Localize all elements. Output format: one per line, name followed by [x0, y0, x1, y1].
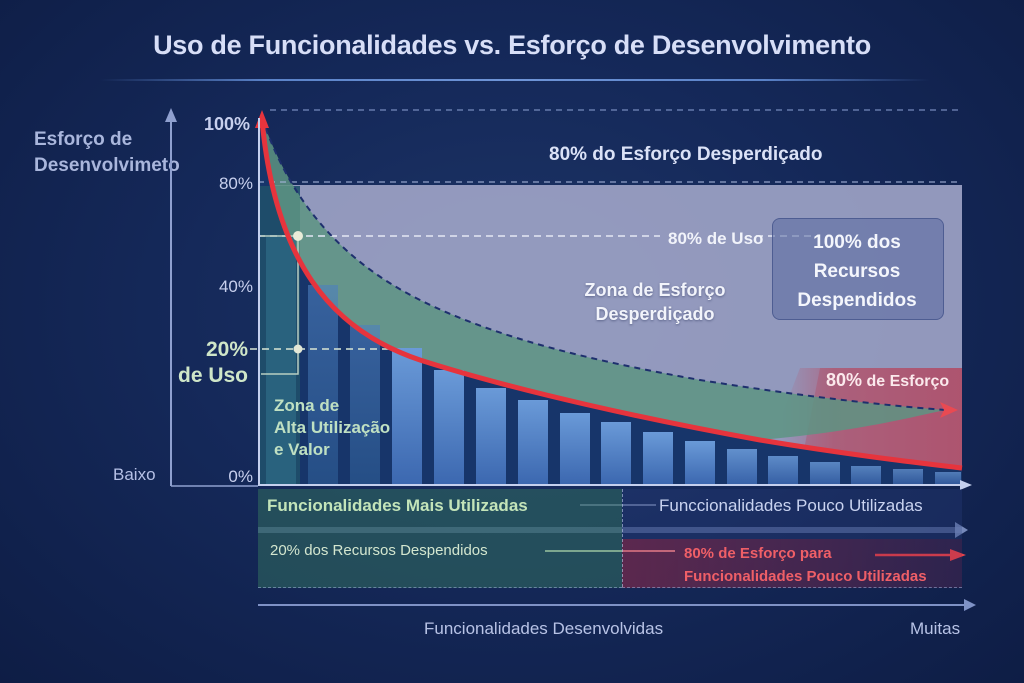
high-use-zone-label: Zona de Alta Utilização e Valor: [274, 395, 390, 461]
marker-20-uso: [293, 344, 303, 354]
resources-line1: 100% dos: [813, 232, 901, 253]
y-axis-label-line2: Desenvolvimeto: [34, 155, 180, 176]
wasted-effort-label: 80% do Esforço Desperdiçado: [549, 144, 823, 165]
tick-40: 40%: [218, 277, 253, 296]
tick-20: 20%: [205, 338, 248, 361]
tick-80: 80%: [218, 174, 253, 193]
x-axis-label: Funcionalidades Desenvolvidas: [424, 619, 664, 638]
effort-80-label: 80% de Esforço: [826, 370, 949, 391]
resources-box-text: 100% dos Recursos Despendidos: [772, 228, 942, 315]
wasted-zone-line1: Zona de Esforço: [584, 280, 726, 300]
high-use-line2: Alta Utilização: [274, 418, 391, 437]
green-zone-area: [262, 118, 945, 440]
effort-80-band-line2: Funcionalidades Pouco Utilizadas: [684, 568, 927, 585]
resources-line2: Recursos: [813, 261, 901, 282]
x-axis-arrow-icon: [964, 599, 976, 611]
dashed-effort-curve: [261, 117, 946, 411]
effort-80-band-label: 80% de Esforço para Funcionalidades Pouc…: [684, 542, 927, 588]
band-divider: [622, 489, 623, 587]
chart-title: Uso de Funcionalidades vs. Esforço de De…: [153, 30, 871, 60]
tick-20-sub: de Uso: [178, 364, 249, 387]
wasted-zone-line2: Desperdiçado: [595, 304, 715, 324]
red-usage-curve: [259, 119, 963, 471]
x-axis-high-label: Muitas: [910, 619, 961, 638]
resources-20-label: 20% dos Recursos Despendidos: [270, 542, 488, 559]
usage-bracket: [261, 235, 299, 375]
high-use-line1: Zona de: [274, 396, 340, 415]
dashed-curve-arrow-icon: [940, 402, 958, 418]
effort-80-band-line1: 80% de Esforço para: [684, 545, 832, 562]
usage-80-label: 80% de Uso: [668, 229, 764, 248]
high-use-line3: e Valor: [274, 440, 330, 459]
y-axis-label-line1: Esforço de: [34, 129, 133, 150]
band-little-used: [622, 489, 962, 539]
band-most-used: [258, 489, 622, 588]
band-effort-red: [622, 539, 962, 588]
y-axis-label: Esforço de Desenvolvimeto: [34, 127, 180, 179]
y-axis-arrow-icon: [165, 108, 177, 122]
red-curve-arrow-icon: [255, 110, 269, 128]
little-used-label: Funccionalidades Pouco Utilizadas: [659, 496, 923, 515]
tick-100: 100%: [203, 114, 250, 134]
most-used-label: Funcionalidades Mais Utilizadas: [267, 496, 528, 515]
title-underline: [100, 79, 930, 81]
bars: [266, 237, 961, 484]
effort-80-text: de Esforço: [866, 373, 950, 390]
resources-box: [772, 218, 944, 320]
marker-80-uso: [293, 231, 303, 241]
tick-0: 0%: [228, 467, 253, 486]
wasted-zone-label: Zona de Esforço Desperdiçado: [560, 278, 750, 326]
low-label: Baixo: [113, 465, 156, 484]
effort-80-pct: 80%: [826, 370, 863, 390]
resources-line3: Despendidos: [797, 290, 917, 311]
